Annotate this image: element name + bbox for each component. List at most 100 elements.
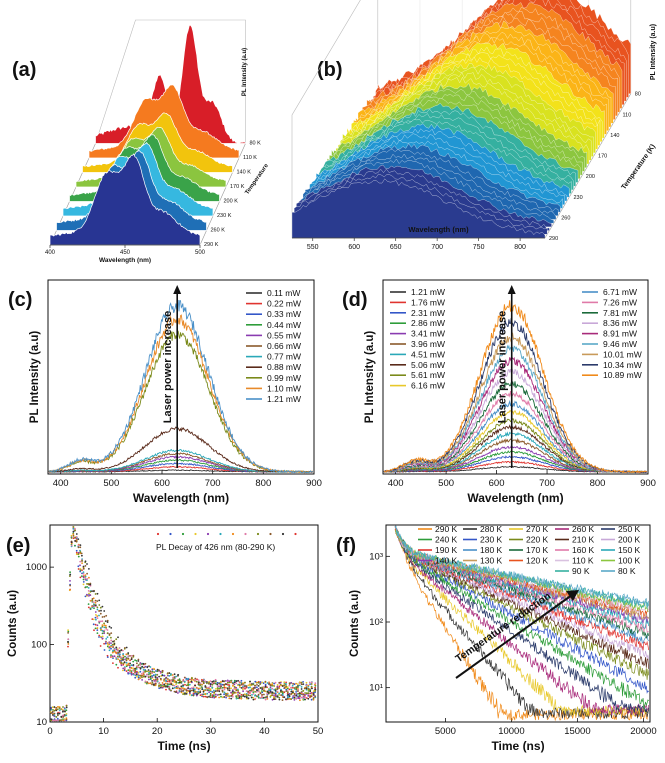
panel-label-b: (b) (317, 59, 343, 81)
data-point (101, 629, 104, 632)
data-point (148, 673, 150, 676)
data-point (168, 686, 171, 688)
data-point (216, 694, 219, 696)
data-point (119, 661, 121, 663)
data-point (88, 592, 90, 595)
x-axis-title: Wavelength (nm) (133, 491, 229, 505)
data-point (51, 706, 54, 709)
data-point (187, 684, 190, 687)
data-point (125, 670, 128, 672)
data-point (197, 681, 200, 684)
data-point (244, 693, 246, 696)
data-point (251, 694, 253, 696)
data-point (312, 697, 315, 700)
data-point (220, 685, 222, 688)
area-series-290K (49, 153, 201, 246)
data-point (75, 533, 78, 535)
data-point (252, 696, 255, 699)
legend-marker (281, 532, 285, 536)
data-point (300, 683, 303, 686)
data-point (56, 717, 59, 720)
data-point (209, 680, 212, 682)
data-point (94, 593, 97, 595)
data-point (230, 687, 233, 690)
data-point (103, 629, 106, 632)
data-point (202, 682, 205, 685)
data-point (259, 683, 261, 685)
data-point (256, 684, 258, 686)
data-point (185, 693, 188, 695)
data-point (226, 681, 229, 684)
data-point (122, 662, 124, 665)
data-point (113, 655, 116, 658)
data-point (67, 643, 70, 645)
data-point (227, 689, 229, 691)
data-point (140, 675, 143, 677)
x-tick-label: 10000 (498, 726, 524, 737)
data-point (152, 674, 155, 677)
data-point (283, 687, 286, 689)
data-point (173, 673, 176, 676)
data-point (96, 629, 99, 631)
data-point (259, 692, 262, 695)
data-point (65, 709, 68, 712)
data-point (135, 660, 138, 662)
data-point (81, 560, 83, 562)
legend-label: 240 K (435, 535, 458, 545)
data-point (178, 681, 181, 684)
data-point (130, 673, 133, 676)
data-point (122, 667, 125, 670)
data-point (240, 681, 243, 684)
series-line-8-36-mW (383, 368, 648, 474)
legend-label: 10.89 mW (603, 370, 642, 380)
data-point (136, 662, 138, 665)
data-point (122, 669, 124, 672)
data-point (206, 692, 209, 695)
legend-marker (219, 532, 222, 536)
data-point (74, 544, 76, 547)
data-point (295, 693, 298, 695)
data-point (257, 693, 260, 696)
data-point (291, 691, 294, 694)
data-point (290, 690, 293, 693)
data-point (199, 684, 202, 687)
data-point (214, 682, 217, 685)
data-point (213, 689, 215, 692)
data-point (269, 690, 272, 693)
data-point (233, 687, 236, 690)
data-point (146, 670, 148, 673)
data-point (129, 666, 131, 669)
data-point (273, 698, 275, 701)
legend-label: 280 K (480, 524, 503, 534)
data-point (188, 690, 191, 693)
data-point (122, 659, 124, 661)
data-point (72, 527, 75, 530)
data-point (103, 649, 106, 651)
data-point (232, 690, 234, 693)
x-tick-label: 700 (539, 478, 555, 489)
data-point (303, 693, 306, 696)
data-point (101, 635, 104, 638)
data-point (153, 678, 155, 681)
data-point (279, 681, 282, 684)
data-point (110, 645, 112, 648)
data-point (298, 697, 301, 700)
data-point (79, 546, 82, 549)
data-point (129, 669, 131, 671)
data-point (63, 714, 66, 716)
data-point (156, 668, 159, 671)
data-point (302, 683, 305, 685)
data-point (219, 683, 222, 685)
x-tick-label: 400 (388, 478, 404, 489)
data-point (99, 635, 102, 638)
data-point (280, 689, 282, 692)
data-point (158, 681, 161, 684)
data-point (79, 551, 82, 553)
data-point (96, 624, 99, 627)
data-point (224, 680, 227, 682)
series-line-200K (394, 525, 650, 660)
data-point (314, 695, 316, 698)
data-point (226, 692, 229, 695)
data-point (137, 674, 140, 677)
legend-label: 10.01 mW (603, 349, 642, 359)
